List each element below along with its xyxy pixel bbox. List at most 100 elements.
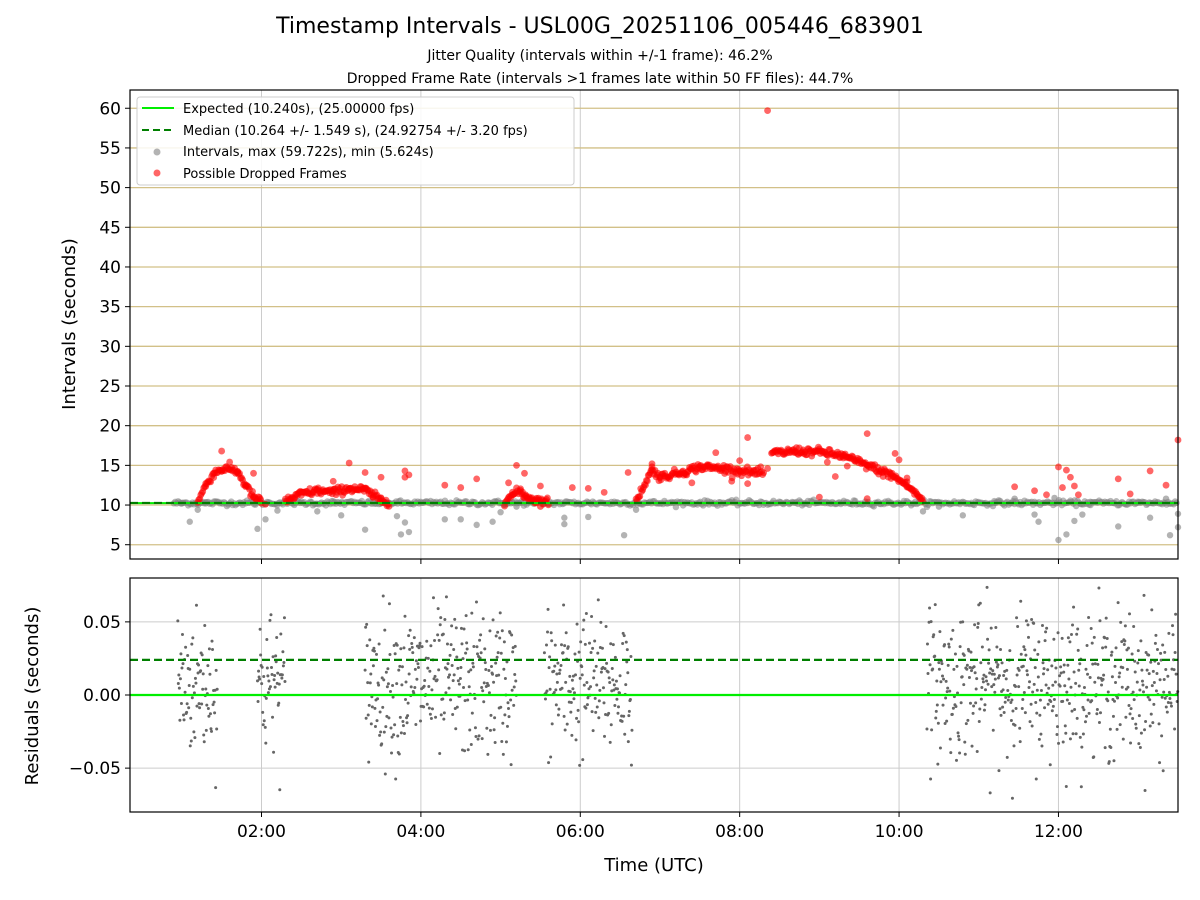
residual-point xyxy=(1098,619,1102,623)
residual-point xyxy=(581,758,585,762)
residual-point xyxy=(621,641,625,645)
residual-point xyxy=(1114,681,1118,685)
residual-point xyxy=(420,645,424,649)
intervals-y-tick-label: 20 xyxy=(99,417,121,437)
residual-point xyxy=(512,703,516,707)
residual-point xyxy=(368,681,372,685)
residual-point xyxy=(562,603,566,607)
interval-point xyxy=(1063,531,1070,538)
residual-point xyxy=(409,685,413,689)
residual-point xyxy=(595,705,599,709)
residual-point xyxy=(456,679,460,683)
residual-point xyxy=(444,691,448,695)
residual-point xyxy=(416,665,420,669)
residual-point xyxy=(281,664,285,668)
residual-point xyxy=(179,701,183,705)
residual-point xyxy=(1095,708,1099,712)
residual-point xyxy=(185,702,189,706)
residual-point xyxy=(603,734,607,738)
dropped-frame-point xyxy=(704,461,712,469)
residual-point xyxy=(397,752,401,756)
residual-point xyxy=(1013,723,1017,727)
residual-point xyxy=(403,614,407,618)
interval-point xyxy=(441,516,448,523)
residual-point xyxy=(1103,636,1107,640)
residual-point xyxy=(1076,627,1080,631)
residual-point xyxy=(1124,715,1128,719)
residual-point xyxy=(382,678,386,682)
residual-point xyxy=(402,732,406,736)
residual-point xyxy=(1074,681,1078,685)
residual-point xyxy=(256,699,260,703)
dropped-frame-point xyxy=(441,481,449,489)
interval-point xyxy=(393,512,401,520)
residual-point xyxy=(496,630,500,634)
residual-point xyxy=(1158,678,1162,682)
residual-point xyxy=(613,703,617,707)
residual-point xyxy=(1084,667,1088,671)
residual-point xyxy=(191,684,195,688)
residual-point xyxy=(1174,672,1178,676)
interval-point xyxy=(1071,517,1078,525)
residual-point xyxy=(979,661,983,665)
residual-point xyxy=(984,675,988,679)
residual-point xyxy=(954,758,958,762)
residual-point xyxy=(1031,690,1035,694)
residual-point xyxy=(1071,732,1075,736)
residual-point xyxy=(376,697,380,701)
residual-point xyxy=(1128,712,1132,716)
residual-point xyxy=(1167,631,1171,635)
residual-point xyxy=(396,734,400,738)
residual-point xyxy=(1039,688,1043,692)
residual-point xyxy=(372,646,376,650)
residual-point xyxy=(1141,690,1145,694)
residual-point xyxy=(454,727,458,731)
residual-point xyxy=(1123,624,1127,628)
interval-point xyxy=(1162,495,1170,502)
dropped-frame-point xyxy=(584,484,592,492)
residual-point xyxy=(569,700,573,704)
residual-point xyxy=(507,707,511,711)
residual-point xyxy=(204,687,208,691)
residual-point xyxy=(1026,623,1030,627)
dropped-frame-point xyxy=(728,477,736,485)
residual-point xyxy=(512,685,516,689)
interval-point xyxy=(401,519,409,526)
residual-point xyxy=(261,710,265,714)
residual-point xyxy=(627,714,631,718)
residual-point xyxy=(203,623,207,627)
residual-point xyxy=(382,730,386,734)
residual-point xyxy=(1139,731,1143,735)
residual-point xyxy=(1061,699,1065,703)
dropped-frame-point xyxy=(760,469,767,477)
residual-point xyxy=(1151,669,1155,673)
residual-point xyxy=(415,677,419,681)
residual-point xyxy=(594,664,598,668)
residual-point xyxy=(1122,643,1126,647)
intervals-y-tick-label: 10 xyxy=(99,496,121,516)
residual-point xyxy=(1092,635,1096,639)
residual-point xyxy=(462,685,466,689)
residual-point xyxy=(1090,641,1094,645)
residual-point xyxy=(945,719,949,723)
residual-point xyxy=(595,683,599,687)
residual-point xyxy=(486,684,490,688)
residual-point xyxy=(410,645,414,649)
residual-point xyxy=(952,667,956,671)
residual-point xyxy=(513,644,517,648)
residual-point xyxy=(626,740,630,744)
residual-point xyxy=(965,663,969,667)
residual-point xyxy=(197,702,201,706)
residual-point xyxy=(384,725,388,729)
residual-point xyxy=(513,672,517,676)
dropped-frame-point xyxy=(624,469,632,476)
residual-point xyxy=(390,735,394,739)
residual-point xyxy=(589,650,593,654)
residual-point xyxy=(976,622,980,626)
residual-point xyxy=(381,705,385,709)
residual-point xyxy=(592,669,596,673)
residual-point xyxy=(458,676,462,680)
residual-point xyxy=(453,617,457,621)
residual-point xyxy=(1101,677,1105,681)
residual-point xyxy=(503,713,507,717)
